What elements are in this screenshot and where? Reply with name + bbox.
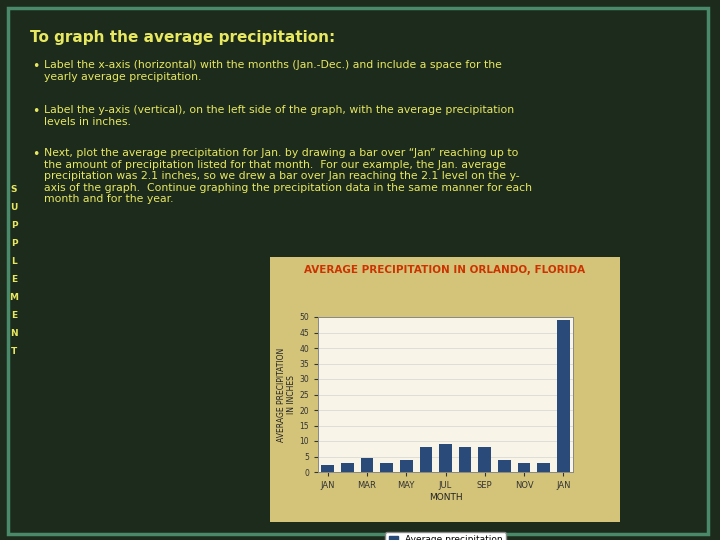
Bar xyxy=(557,320,570,472)
Legend: Average precipitation: Average precipitation xyxy=(385,532,506,540)
Text: L: L xyxy=(11,258,17,267)
Bar xyxy=(420,447,432,472)
Y-axis label: AVERAGE PRECIPITATION
IN INCHES: AVERAGE PRECIPITATION IN INCHES xyxy=(277,347,297,442)
Text: •: • xyxy=(32,60,40,73)
Bar xyxy=(341,463,354,472)
Bar xyxy=(400,460,413,472)
Bar xyxy=(361,458,374,472)
Text: E: E xyxy=(11,312,17,321)
Text: P: P xyxy=(11,240,17,248)
X-axis label: MONTH: MONTH xyxy=(428,493,462,502)
Text: To graph the average precipitation:: To graph the average precipitation: xyxy=(30,30,336,45)
Bar xyxy=(478,447,491,472)
Bar xyxy=(439,444,452,472)
Text: Label the y-axis (vertical), on the left side of the graph, with the average pre: Label the y-axis (vertical), on the left… xyxy=(44,105,514,126)
Text: Label the x-axis (horizontal) with the months (Jan.-Dec.) and include a space fo: Label the x-axis (horizontal) with the m… xyxy=(44,60,502,82)
Bar xyxy=(518,463,531,472)
Bar xyxy=(537,463,550,472)
Text: T: T xyxy=(11,348,17,356)
Text: •: • xyxy=(32,148,40,161)
Bar xyxy=(270,257,620,522)
Text: P: P xyxy=(11,221,17,231)
Text: Next, plot the average precipitation for Jan. by drawing a bar over “Jan” reachi: Next, plot the average precipitation for… xyxy=(44,148,532,205)
Bar xyxy=(459,447,472,472)
Bar xyxy=(380,463,393,472)
Text: •: • xyxy=(32,105,40,118)
Text: E: E xyxy=(11,275,17,285)
Text: M: M xyxy=(9,294,19,302)
Text: U: U xyxy=(10,204,18,213)
Text: N: N xyxy=(10,329,18,339)
Bar xyxy=(321,465,334,472)
Bar xyxy=(498,460,510,472)
Text: AVERAGE PRECIPITATION IN ORLANDO, FLORIDA: AVERAGE PRECIPITATION IN ORLANDO, FLORID… xyxy=(305,265,585,275)
Text: S: S xyxy=(11,186,17,194)
